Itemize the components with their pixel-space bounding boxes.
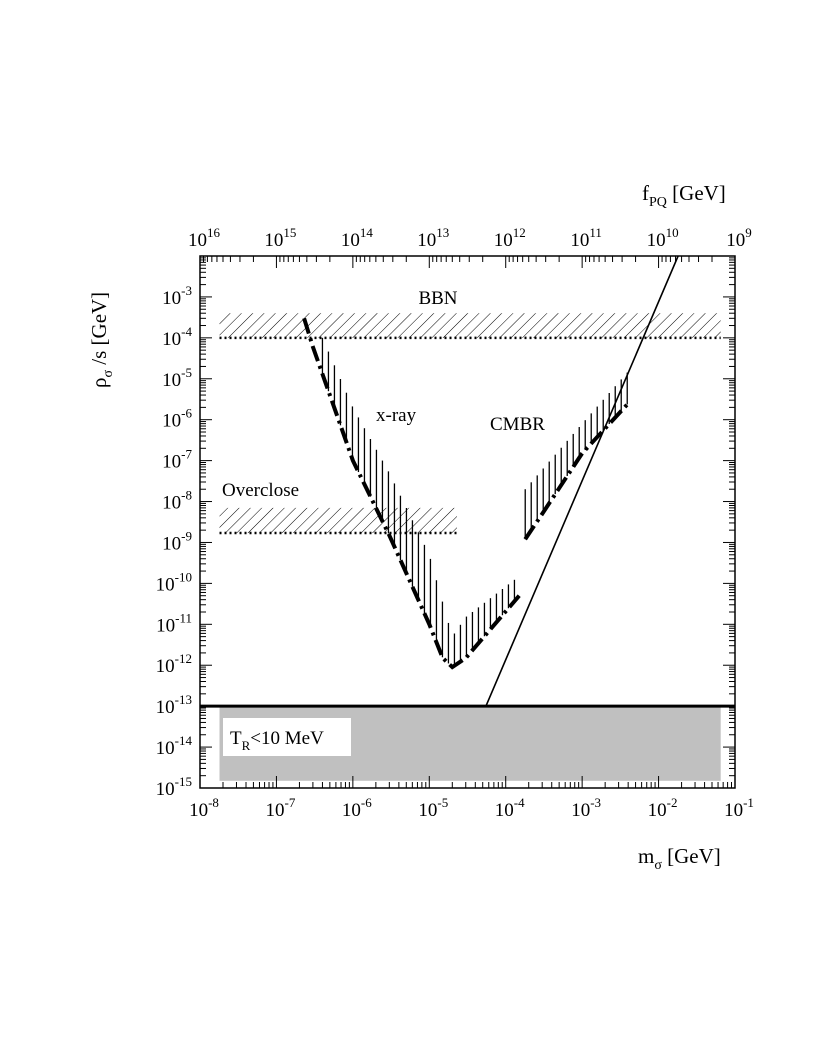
- solid-line-line: [485, 256, 679, 707]
- label-tr: TR<10 MeV: [230, 728, 324, 753]
- tr-label-box: [223, 718, 351, 756]
- region-hatch: [219, 313, 721, 338]
- y-tick-label: 10-8: [162, 488, 192, 514]
- ticks-layer: [199, 256, 736, 789]
- region-hatch: [219, 507, 457, 534]
- y-tick-label: 10-3: [162, 283, 192, 309]
- y-tick-label: 10-13: [156, 692, 192, 718]
- y-axis-title: ρσ /s [GeV]: [87, 292, 116, 388]
- cmbr-line: [523, 402, 630, 541]
- x-tick-label: 10-6: [342, 795, 372, 821]
- top-x-axis-title: fPQ [GeV]: [642, 181, 726, 210]
- plot-frame: [199, 255, 736, 789]
- y-tick-label: 10-10: [156, 569, 192, 595]
- top-x-tick-label: 1013: [417, 225, 449, 251]
- y-tick-label: 10-7: [162, 447, 192, 473]
- y-tick-label: 10-4: [162, 324, 192, 350]
- label-overclose: Overclose: [222, 480, 299, 501]
- top-x-tick-label: 1014: [341, 225, 374, 251]
- x-tick-label: 10-8: [189, 795, 219, 821]
- annotations-layer: BBN Overclose x-ray CMBR TR<10 MeV: [222, 288, 545, 756]
- x-tick-label: 10-5: [418, 795, 448, 821]
- top-x-tick-label: 1012: [494, 225, 526, 251]
- x-tick-label: 10-3: [571, 795, 601, 821]
- y-tick-label: 10-5: [162, 365, 192, 391]
- y-tick-label: 10-6: [162, 406, 192, 432]
- y-tick-label: 10-11: [156, 610, 192, 636]
- regions-layer: [200, 313, 735, 781]
- x-tick-label: 10-7: [266, 795, 296, 821]
- x-ray-line: [302, 317, 521, 670]
- top-x-tick-label: 1011: [570, 225, 602, 251]
- top-x-tick-label: 1015: [264, 225, 296, 251]
- y-tick-label: 10-15: [156, 774, 192, 800]
- y-tick-label: 10-14: [156, 733, 193, 759]
- top-x-tick-label: 109: [726, 225, 752, 251]
- top-x-tick-label: 1010: [647, 225, 679, 251]
- y-tick-label: 10-12: [156, 651, 192, 677]
- label-x-ray: x-ray: [376, 405, 417, 426]
- top-x-tick-label: 1016: [188, 225, 221, 251]
- x-axis-title: mσ [GeV]: [638, 844, 721, 873]
- y-tick-label: 10-9: [162, 528, 192, 554]
- label-bbn: BBN: [418, 288, 457, 309]
- x-tick-label: 10-1: [724, 795, 754, 821]
- x-tick-label: 10-4: [495, 795, 525, 821]
- x-tick-label: 10-2: [648, 795, 678, 821]
- labels-layer: 10-8 10-7 10-6 10-5 10-4 10-3 10-2 10-1 1016 1015…: [156, 225, 754, 821]
- label-cmbr: CMBR: [490, 414, 545, 435]
- series-layer: [302, 256, 679, 707]
